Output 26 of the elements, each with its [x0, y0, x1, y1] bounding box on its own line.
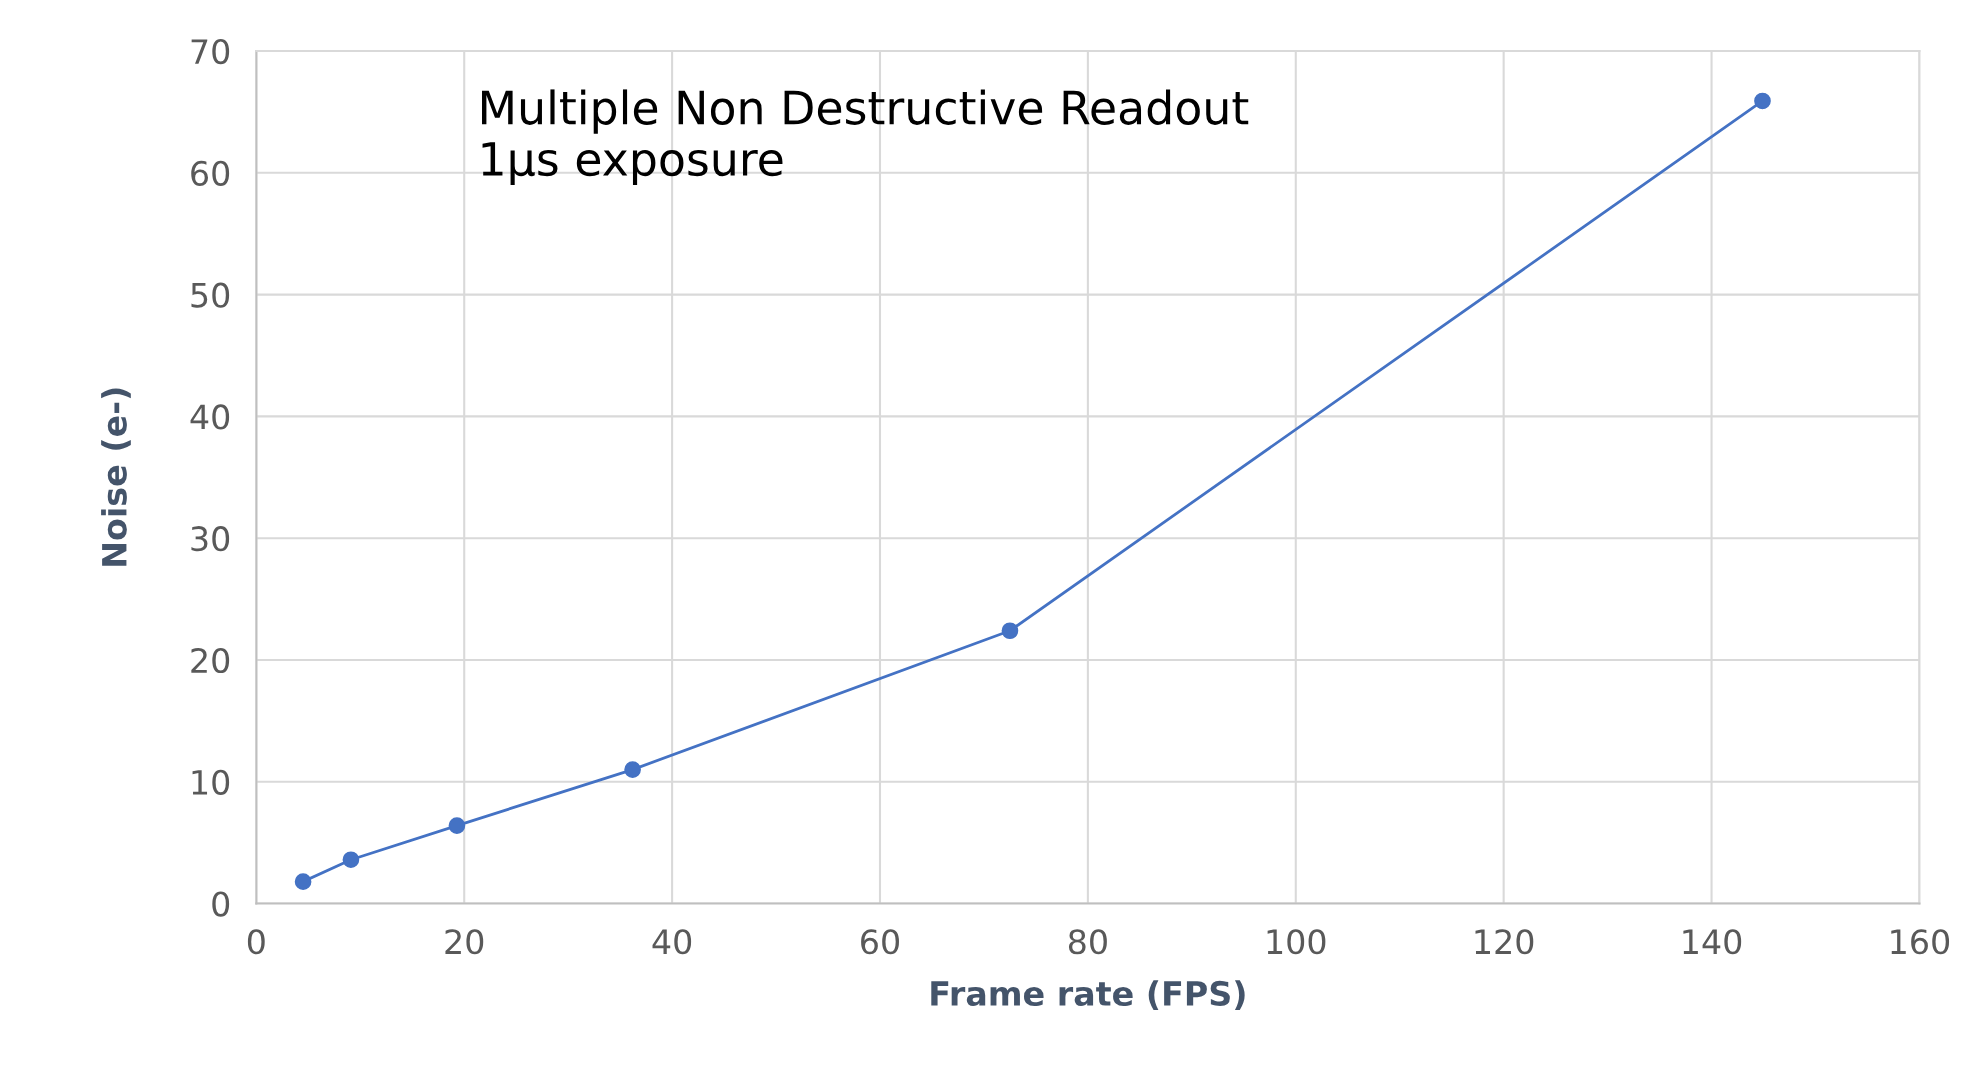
x-tick-label: 140: [1683, 929, 1742, 955]
x-tick-label: 60: [861, 929, 899, 955]
x-tick-label: 80: [1068, 929, 1107, 955]
point: [342, 851, 360, 869]
y-tick-label: 60: [191, 160, 230, 186]
point: [624, 761, 641, 778]
point: [1754, 92, 1771, 110]
y-axis-title: Noise (e-): [101, 388, 131, 566]
point: [1001, 622, 1019, 640]
x-tick-label: 120: [1475, 929, 1534, 955]
annotation: Multiple Non Destructive Readout 1µs exposure: [482, 89, 1249, 186]
x-axis-title: Frame rate (FPS): [931, 980, 1245, 1010]
x-tick-label: 0: [247, 929, 265, 955]
y-tick-label: 30: [191, 526, 230, 552]
x-tick-label: 160: [1891, 929, 1950, 955]
point: [448, 817, 466, 834]
x-tick-label: 100: [1267, 929, 1326, 955]
y-tick-label: 50: [191, 282, 230, 308]
y-tick-label: 70: [191, 38, 230, 65]
x-tick-label: 20: [445, 929, 484, 955]
y-tick-label: 10: [192, 769, 230, 795]
y-tick-label: 20: [191, 647, 230, 674]
x-tick-label: 40: [652, 929, 692, 955]
point: [294, 873, 312, 890]
y-tick-label: 40: [190, 404, 230, 430]
y-tick-label: 0: [212, 891, 230, 917]
